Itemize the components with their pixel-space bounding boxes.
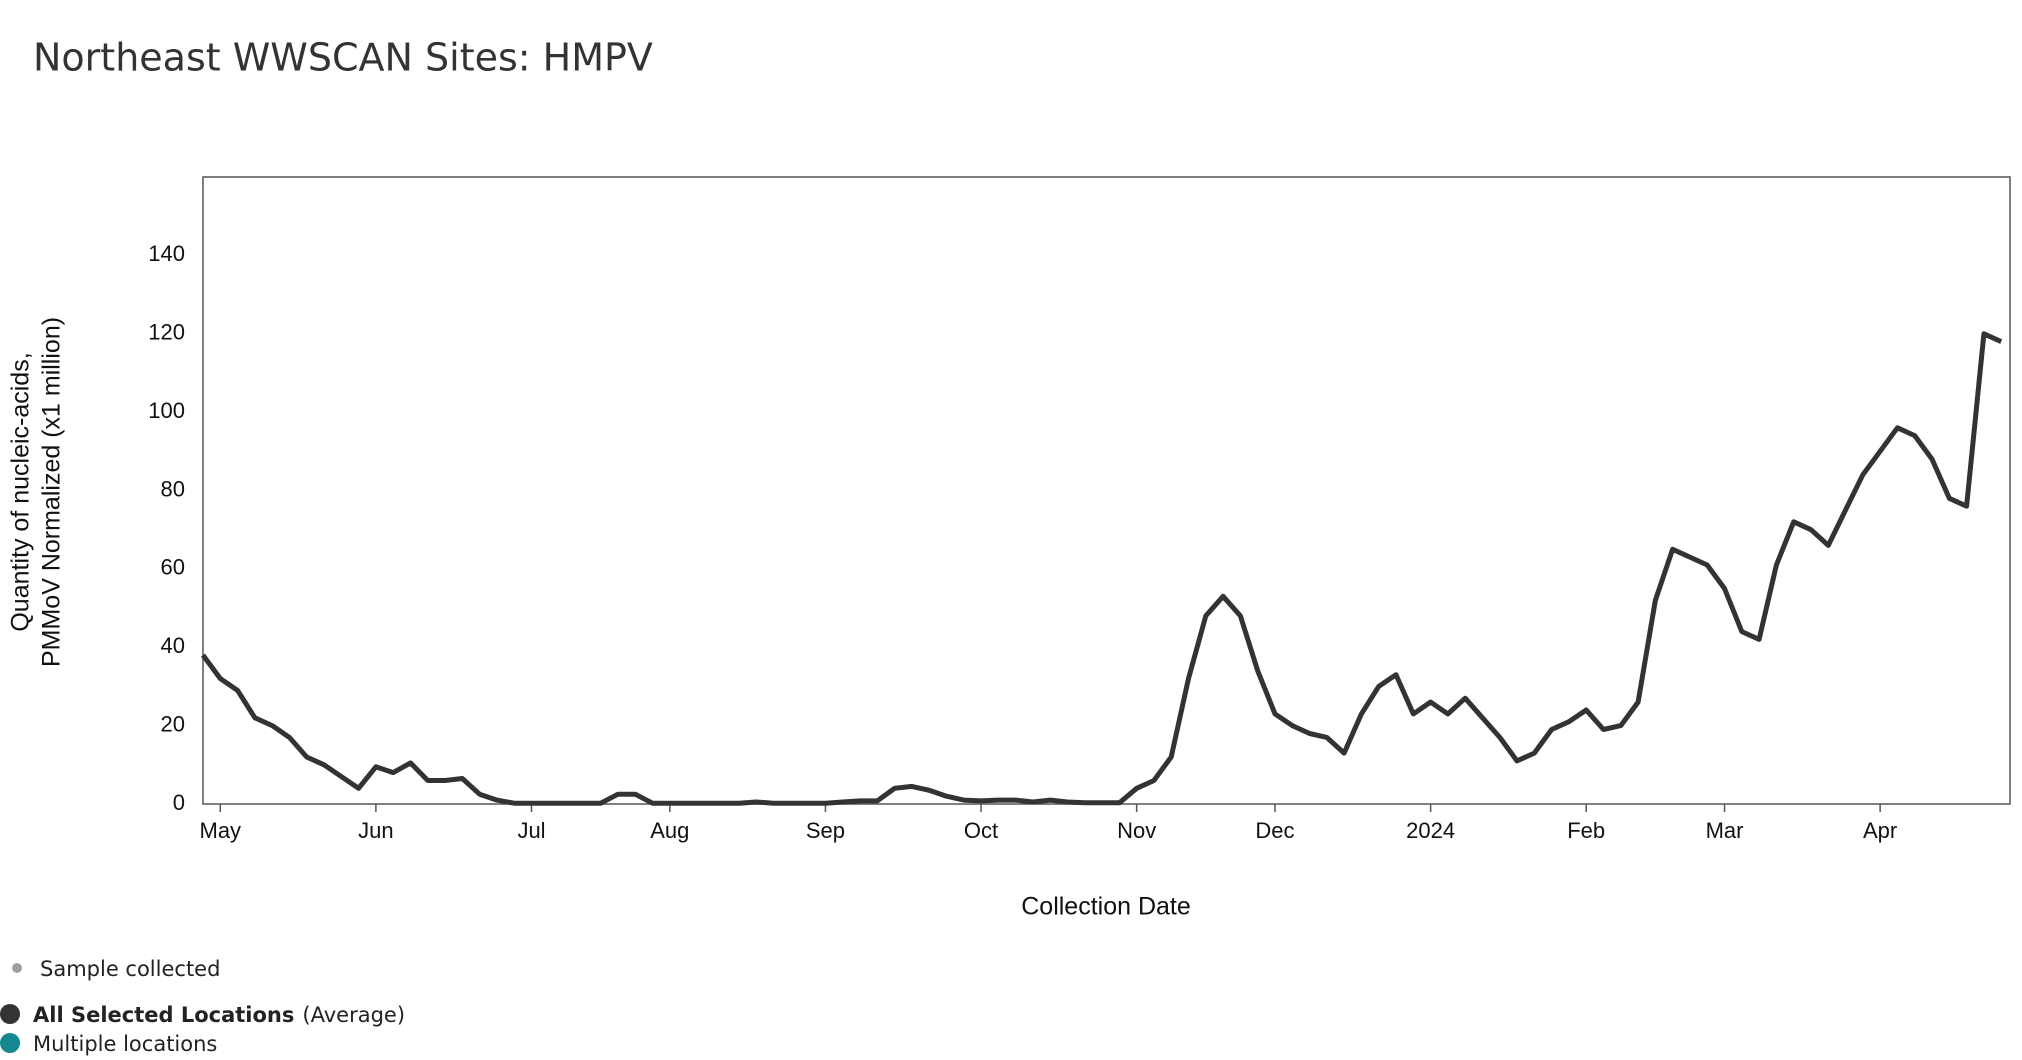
legend-label: Sample collected — [40, 957, 220, 981]
x-tick-label: Jul — [517, 818, 545, 843]
y-tick-label: 100 — [148, 398, 185, 423]
legend-marker — [0, 1033, 20, 1053]
legend-label: All Selected Locations — [33, 1003, 294, 1027]
y-tick-label: 60 — [161, 555, 185, 580]
x-tick-label: 2024 — [1406, 818, 1455, 843]
x-axis-label: Collection Date — [1021, 893, 1191, 921]
y-tick-label: 120 — [148, 320, 185, 345]
data-line — [200, 331, 2003, 806]
x-tick-label: Oct — [964, 818, 998, 843]
x-tick-label: Aug — [650, 818, 689, 843]
x-tick-label: May — [200, 818, 242, 843]
plot-frame — [202, 176, 2011, 805]
x-tick-label: Apr — [1863, 818, 1897, 843]
x-tick-label: Feb — [1567, 818, 1605, 843]
x-tick-label: Dec — [1255, 818, 1294, 843]
legend-marker — [12, 963, 22, 973]
y-tick-label: 20 — [161, 711, 185, 736]
x-tick-label: Nov — [1117, 818, 1156, 843]
y-tick-label: 0 — [173, 790, 185, 815]
y-tick-label: 80 — [161, 476, 185, 501]
y-axis-label: PMMoV Normalized (x1 million) — [38, 317, 66, 667]
legend-note: (Average) — [302, 1003, 405, 1027]
chart-title: Northeast WWSCAN Sites: HMPV — [33, 36, 653, 80]
y-tick-label: 140 — [148, 241, 185, 266]
x-tick-label: Mar — [1706, 818, 1744, 843]
x-tick-label: Sep — [806, 818, 845, 843]
legend-label: Multiple locations — [33, 1032, 217, 1056]
y-axis-label: Quantity of nucleic-acids, — [7, 352, 35, 631]
x-tick-label: Jun — [358, 818, 393, 843]
legend-marker — [0, 1004, 20, 1024]
y-tick-label: 40 — [161, 633, 185, 658]
